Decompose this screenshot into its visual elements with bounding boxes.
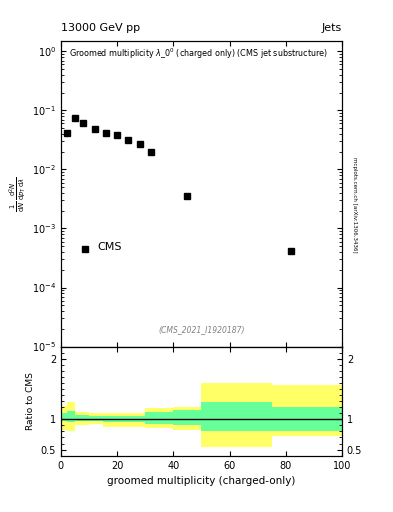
X-axis label: groomed multiplicity (charged-only): groomed multiplicity (charged-only) bbox=[107, 476, 296, 486]
Y-axis label: $\frac{1}{\mathrm{d}N}\,\frac{\mathrm{d}^2N}{\mathrm{d}p_T\,\mathrm{d}\lambda}$: $\frac{1}{\mathrm{d}N}\,\frac{\mathrm{d}… bbox=[7, 176, 28, 211]
Text: Groomed multiplicity $\lambda\_0^0$ (charged only) (CMS jet substructure): Groomed multiplicity $\lambda\_0^0$ (cha… bbox=[69, 47, 329, 61]
Text: Jets: Jets bbox=[321, 23, 342, 33]
Text: mcplots.cern.ch [arXiv:1306.3436]: mcplots.cern.ch [arXiv:1306.3436] bbox=[352, 157, 357, 252]
Y-axis label: Ratio to CMS: Ratio to CMS bbox=[26, 372, 35, 430]
Text: 13000 GeV pp: 13000 GeV pp bbox=[61, 23, 140, 33]
Text: CMS: CMS bbox=[97, 242, 122, 252]
Text: (CMS_2021_I1920187): (CMS_2021_I1920187) bbox=[158, 325, 245, 334]
